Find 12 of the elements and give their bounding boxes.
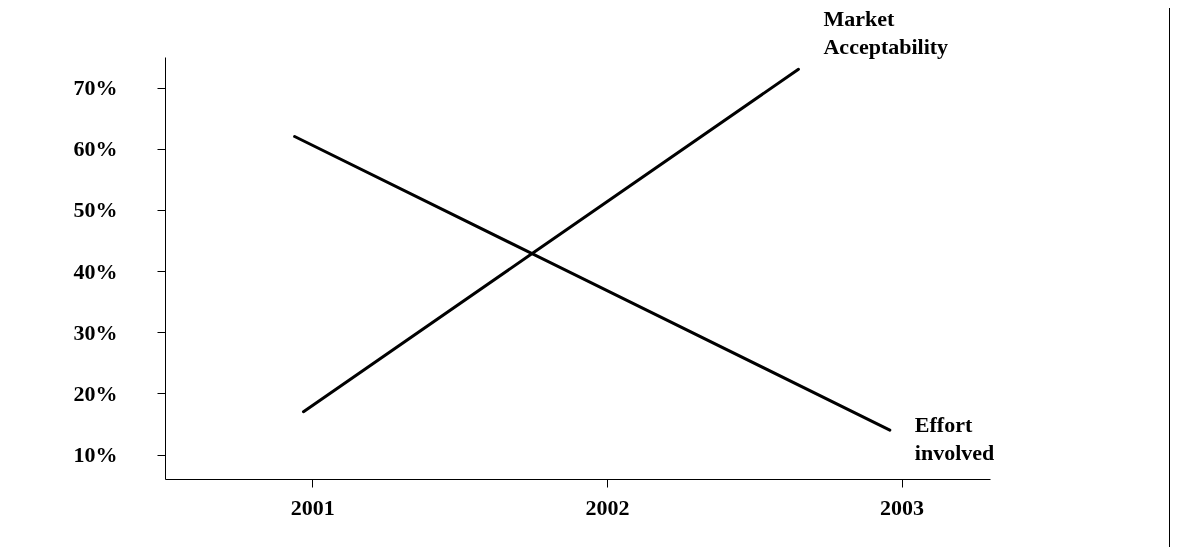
- y-tick-label: 50%: [73, 197, 118, 223]
- series-label: Effort involved: [914, 412, 995, 466]
- x-tick-label: 2003: [880, 494, 925, 520]
- y-tick-label: 40%: [73, 258, 118, 284]
- y-tick-label: 30%: [73, 319, 118, 345]
- y-tick-label: 60%: [73, 136, 118, 162]
- y-tick-label: 20%: [73, 380, 118, 406]
- x-tick-label: 2002: [585, 494, 630, 520]
- y-tick-label: 10%: [73, 442, 118, 468]
- series-label: Market Acceptability: [823, 6, 949, 60]
- x-tick-label: 2001: [290, 494, 335, 520]
- y-tick-label: 70%: [73, 75, 118, 101]
